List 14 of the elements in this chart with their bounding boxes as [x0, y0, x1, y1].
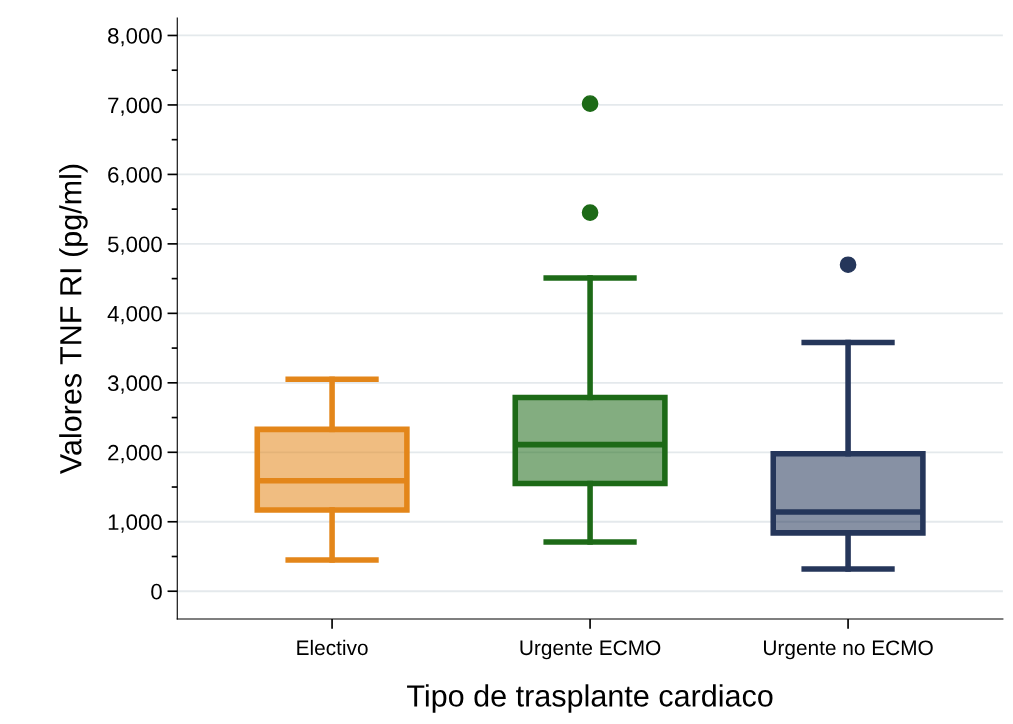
y-tick-label: 0: [151, 583, 162, 600]
y-tick-label: 6,000: [108, 166, 162, 186]
y-tick-label: 1,000: [108, 514, 162, 533]
x-tick-label: Urgente no ECMO: [764, 640, 933, 660]
y-tick-label: 3,000: [107, 375, 162, 394]
y-tick-label: 8,000: [108, 28, 162, 47]
x-axis-title: Tipo de trasplante cardiaco: [407, 684, 773, 713]
y-tick-label: 7,000: [108, 97, 162, 116]
y-tick-label: 5,000: [107, 236, 162, 255]
x-tick-label: Electivo: [297, 639, 368, 656]
y-tick-label: 2,000: [108, 444, 162, 464]
x-tick-label: Urgente ECMO: [520, 640, 661, 660]
y-axis-title: Valores TNF RI (pg/ml): [59, 164, 88, 475]
y-tick-label: 4,000: [107, 305, 162, 325]
